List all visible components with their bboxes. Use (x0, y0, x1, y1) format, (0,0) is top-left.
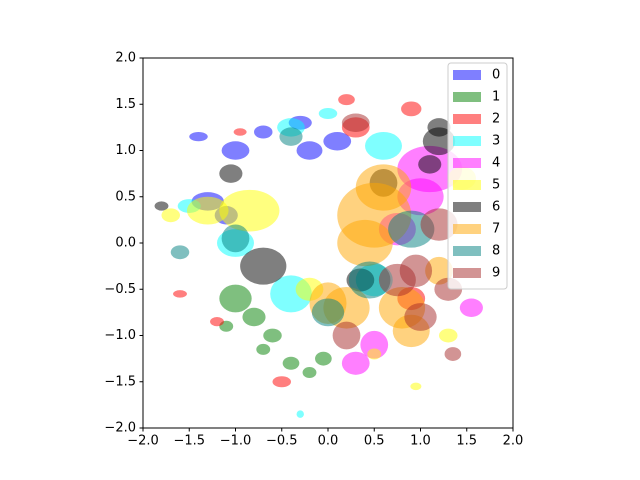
legend-label: 4 (492, 156, 500, 171)
y-tick-label: 0.0 (115, 236, 136, 251)
ellipse-point (404, 303, 437, 331)
ellipse-point (242, 307, 266, 327)
ellipse-point (444, 347, 462, 361)
legend-label: 6 (492, 200, 500, 215)
x-tick-label: −2.0 (127, 434, 159, 449)
legend-swatch (453, 70, 481, 80)
legend-label: 7 (492, 222, 500, 237)
x-tick-label: 1.0 (410, 434, 431, 449)
ellipse-point (338, 94, 355, 106)
legend-swatch (453, 136, 481, 146)
ellipse-point (233, 128, 247, 136)
legend-label: 1 (492, 90, 500, 105)
x-tick-label: −1.5 (173, 434, 205, 449)
ellipse-point (439, 328, 458, 343)
ellipse-point (221, 224, 250, 253)
ellipse-point (272, 376, 291, 388)
y-tick-label: 0.5 (115, 189, 136, 204)
legend-swatch (453, 202, 481, 212)
ellipse-point (240, 247, 287, 285)
ellipse-point (332, 321, 361, 350)
legend-label: 9 (492, 266, 500, 281)
legend-label: 5 (492, 178, 500, 193)
ellipse-point (254, 125, 273, 139)
ellipse-point (367, 348, 382, 360)
legend-label: 2 (492, 112, 500, 127)
ellipse-point (170, 245, 190, 260)
ellipse-point (296, 141, 323, 160)
x-tick-label: 0.5 (364, 434, 385, 449)
ellipse-point (189, 132, 208, 142)
ellipse-point (323, 132, 352, 151)
y-tick-label: −1.5 (104, 374, 136, 389)
x-tick-label: −0.5 (266, 434, 298, 449)
x-tick-label: 2.0 (503, 434, 524, 449)
ellipse-point (161, 208, 180, 223)
ellipse-point (355, 164, 412, 211)
legend-swatch (453, 268, 481, 278)
ellipse-point (173, 290, 187, 298)
ellipse-point (399, 254, 433, 287)
x-tick-label: −1.0 (220, 434, 252, 449)
ellipse-point (186, 196, 229, 225)
ellipse-point (282, 356, 300, 370)
ellipse-point (219, 189, 280, 232)
ellipse-point (302, 366, 317, 379)
ellipse-point (337, 219, 393, 267)
legend-swatch (453, 114, 481, 124)
legend-swatch (453, 158, 481, 168)
y-tick-label: 2.0 (115, 51, 136, 66)
ellipse-point (360, 330, 389, 359)
ellipse-point (315, 351, 332, 366)
legend-swatch (453, 92, 481, 102)
y-tick-label: −2.0 (104, 421, 136, 436)
ellipse-point (410, 382, 422, 391)
ellipse-point (418, 155, 442, 174)
ellipse-point (422, 127, 456, 156)
ellipse-point (348, 261, 391, 299)
ellipse-point (401, 101, 422, 117)
legend-swatch (453, 180, 481, 190)
y-tick-label: −1.0 (104, 328, 136, 343)
plot-area (154, 94, 483, 418)
legend-label: 8 (492, 244, 500, 259)
ellipse-point (279, 127, 303, 146)
y-tick-label: 1.0 (115, 143, 136, 158)
legend-label: 0 (492, 68, 500, 83)
ellipse-point (318, 107, 338, 120)
legend-label: 3 (492, 134, 500, 149)
ellipse-point (296, 410, 304, 418)
ellipse-point (256, 343, 271, 355)
ellipse-point (425, 256, 453, 285)
ellipse-point (311, 298, 345, 327)
y-tick-label: 1.5 (115, 97, 136, 112)
ellipse-point (459, 298, 483, 317)
ellipse-point (219, 164, 243, 183)
ellipse-point (341, 113, 370, 132)
ellipse-point (365, 132, 402, 160)
legend-swatch (453, 224, 481, 234)
ellipse-point (221, 141, 250, 160)
ellipse-point (341, 351, 370, 375)
ellipse-point (263, 328, 282, 343)
ellipse-point (210, 317, 224, 327)
y-tick-label: −0.5 (104, 282, 136, 297)
ellipse-point (427, 118, 451, 137)
legend-swatch (453, 246, 481, 256)
ellipse-point (154, 201, 169, 211)
x-tick-label: 0.0 (318, 434, 339, 449)
x-tick-label: 1.5 (456, 434, 477, 449)
ellipse-point (219, 284, 252, 313)
